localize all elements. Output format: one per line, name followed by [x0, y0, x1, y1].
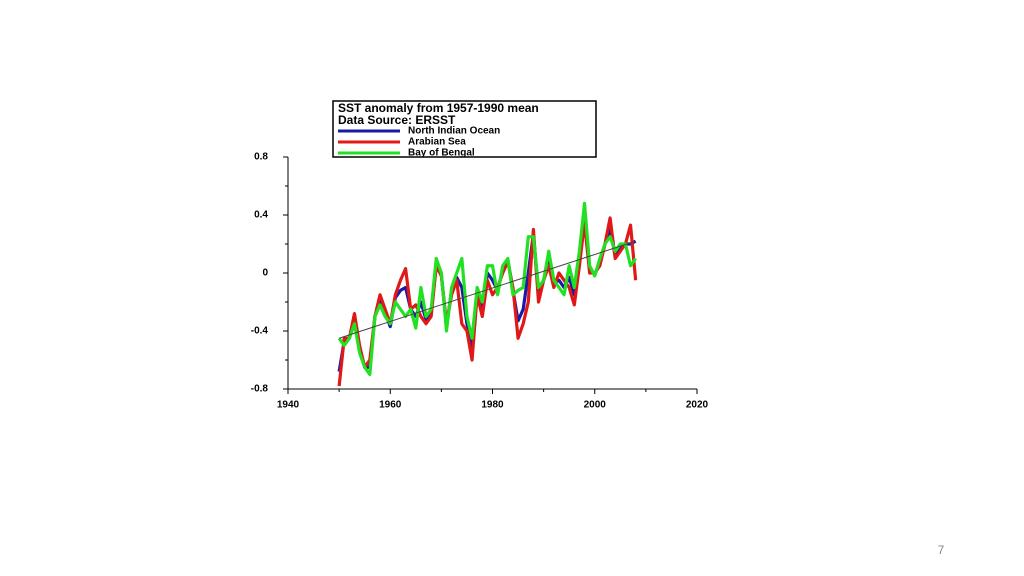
chart-subtitle: Data Source: ERSST: [338, 113, 456, 127]
y-tick-label: 0.8: [254, 152, 268, 163]
legend-label: Bay of Bengal: [408, 148, 475, 159]
trend-line: [338, 240, 636, 339]
legend-box: [332, 100, 597, 158]
page-number: 7: [938, 543, 945, 557]
x-tick-label: 1980: [481, 400, 504, 411]
legend-label: North Indian Ocean: [408, 126, 500, 137]
y-tick-label: -0.4: [251, 326, 269, 337]
series-line: [337, 201, 637, 377]
series-line: [337, 216, 638, 387]
y-tick-label: 0.4: [254, 210, 268, 221]
y-tick-label: -0.8: [251, 384, 269, 395]
series-line: [337, 213, 637, 372]
x-tick-label: 2000: [584, 400, 607, 411]
x-tick-label: 2020: [686, 400, 709, 411]
y-tick-label: 0: [262, 268, 268, 279]
legend-label: Arabian Sea: [408, 137, 466, 148]
x-tick-label: 1940: [277, 400, 300, 411]
x-tick-label: 1960: [379, 400, 402, 411]
chart-title: SST anomaly from 1957-1990 mean: [338, 101, 539, 115]
